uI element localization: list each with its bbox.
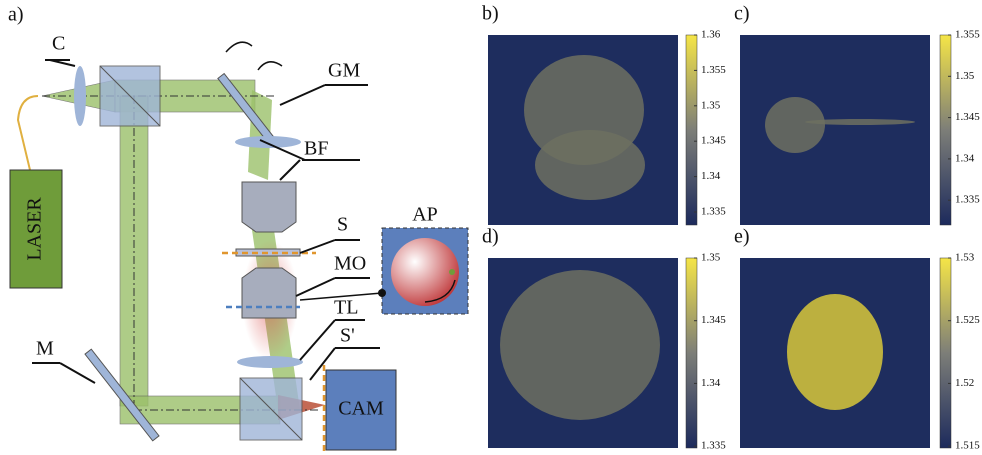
panel-label: c) [734, 3, 750, 25]
colorbar-tick-label: 1.34 [955, 152, 975, 164]
colorbar-tick-label: 1.345 [701, 314, 726, 326]
colorbar-tick-label: 1.525 [955, 314, 980, 326]
cell [535, 130, 645, 200]
colorbar-tick-label: 1.35 [701, 99, 721, 111]
label: GM [328, 60, 360, 82]
setup-diagram: a) C GM BF S MO TL S' M LASER CAM AP [8, 4, 468, 455]
figure: a) C GM BF S MO TL S' M LASER CAM AP b) 1… [0, 0, 982, 455]
colorbar-tick-label: 1.345 [955, 111, 980, 123]
cell [765, 97, 825, 153]
panel-label: b) [482, 3, 499, 25]
colorbar-tick-label: 1.36 [701, 29, 721, 41]
colorbar [686, 258, 697, 448]
colorbar-tick-label: 1.345 [701, 135, 726, 147]
cell [805, 119, 915, 125]
colorbar-tick-label: 1.34 [701, 170, 721, 182]
colorbar-tick-label: 1.335 [701, 206, 726, 218]
colorbar-tick-label: 1.34 [701, 377, 721, 389]
panel-label: d) [482, 226, 499, 248]
label: S' [340, 325, 355, 347]
cell [787, 294, 883, 410]
colorbar-tick-label: 1.515 [955, 440, 980, 452]
colorbar-tick-label: 1.35 [955, 70, 975, 82]
image-panels: b) 1.36 1.355 1.35 1.345 1.34 1.335 c) 1.355 1.35… [482, 3, 980, 452]
label: AP [412, 204, 438, 226]
colorbar-tick-label: 1.35 [701, 252, 721, 264]
label: M [36, 338, 54, 360]
colorbar-tick-label: 1.53 [955, 252, 975, 264]
label: S [337, 214, 348, 236]
laser-label: LASER [24, 197, 46, 261]
colorbar-tick-label: 1.335 [955, 194, 980, 206]
cell [500, 270, 660, 420]
panel-label: e) [734, 226, 750, 248]
panel-label: a) [8, 4, 24, 26]
label: BF [304, 138, 328, 160]
label: TL [334, 297, 358, 319]
colorbar [686, 35, 697, 225]
colorbar-tick-label: 1.355 [701, 64, 726, 76]
label: C [52, 33, 65, 55]
label: MO [334, 253, 366, 275]
colorbar [940, 258, 951, 448]
colorbar [940, 35, 951, 225]
camera-label: CAM [338, 398, 384, 420]
colorbar-tick-label: 1.335 [701, 440, 726, 452]
colorbar-tick-label: 1.355 [955, 29, 980, 41]
colorbar-tick-label: 1.52 [955, 377, 974, 389]
